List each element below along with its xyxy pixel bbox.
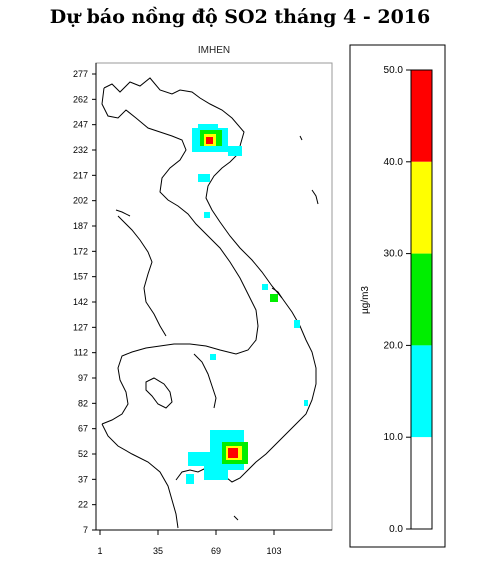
y-tick-label: 82 (78, 398, 88, 408)
y-tick-label: 127 (73, 322, 88, 332)
hotspot-south (186, 430, 248, 484)
y-tick-label: 172 (73, 246, 88, 256)
map-title: Dự báo nồng độ SO2 tháng 4 - 2016 (49, 6, 431, 28)
legend-colorbar (411, 70, 432, 529)
legend-bar-outline (410, 69, 433, 530)
legend-tick-label: 40.0 (384, 157, 404, 168)
x-tick-label: 1 (97, 546, 102, 556)
legend-tick-label: 30.0 (384, 249, 404, 260)
x-tick-label: 69 (211, 546, 221, 556)
y-tick-label: 247 (73, 120, 88, 130)
y-tick-label: 202 (73, 196, 88, 206)
hotspot-north (192, 124, 242, 218)
legend-ticks: 50.0 40.0 30.0 20.0 10.0 0.0 (384, 65, 411, 535)
legend-frame (349, 44, 446, 548)
y-tick-label: 22 (78, 500, 88, 510)
hotspot-central (210, 284, 308, 406)
y-tick-label: 187 (73, 221, 88, 231)
legend-color-segment (411, 253, 432, 346)
legend-tick-label: 10.0 (384, 432, 404, 443)
legend-color-segment (411, 70, 432, 162)
legend-tick-label: 20.0 (384, 340, 404, 351)
y-tick-label: 157 (73, 272, 88, 282)
y-tick-label: 37 (78, 474, 88, 484)
coastline-outlines (101, 77, 319, 529)
y-tick-label: 142 (73, 297, 88, 307)
y-tick-label: 97 (78, 373, 88, 383)
y-tick-label: 262 (73, 94, 88, 104)
legend-tick-label: 50.0 (384, 65, 404, 76)
map-subtitle: IMHEN (197, 45, 231, 56)
y-tick-label: 232 (73, 145, 88, 155)
x-axis: 1 35 69 103 (96, 529, 332, 556)
legend-color-segment (411, 161, 432, 254)
x-tick-label: 103 (266, 546, 281, 556)
x-tick-label: 35 (153, 546, 163, 556)
legend-color-segment (411, 345, 432, 438)
legend-unit-label: µg/m3 (360, 286, 371, 314)
y-tick-label: 52 (78, 449, 88, 459)
y-tick-label: 67 (78, 424, 88, 434)
legend-color-segment (411, 437, 432, 529)
y-tick-label: 112 (74, 348, 88, 358)
y-tick-label: 217 (73, 170, 88, 180)
legend-tick-label: 0.0 (389, 524, 403, 535)
y-axis: 277 262 247 232 217 202 187 172 157 142 127 112 97 82… (73, 63, 97, 535)
y-tick-label: 277 (73, 69, 88, 79)
y-tick-label: 7 (83, 525, 88, 535)
